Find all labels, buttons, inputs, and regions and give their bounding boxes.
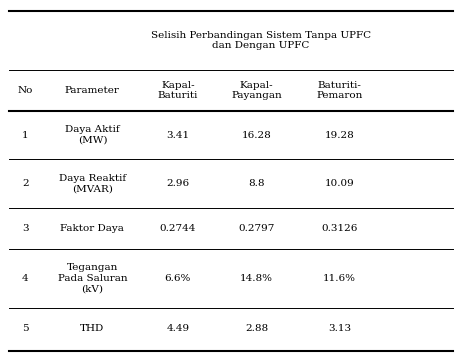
Text: 0.2797: 0.2797 <box>238 224 274 233</box>
Text: 0.2744: 0.2744 <box>160 224 196 233</box>
Text: Daya Aktif
(MW): Daya Aktif (MW) <box>65 125 120 145</box>
Text: 3.13: 3.13 <box>328 324 351 333</box>
Text: No: No <box>18 86 33 95</box>
Text: 1: 1 <box>22 131 29 140</box>
Text: 2.88: 2.88 <box>245 324 268 333</box>
Text: 3: 3 <box>22 224 29 233</box>
Text: 14.8%: 14.8% <box>240 274 273 283</box>
Text: 3.41: 3.41 <box>166 131 189 140</box>
Text: 11.6%: 11.6% <box>323 274 356 283</box>
Text: Selisih Perbandingan Sistem Tanpa UPFC
dan Dengan UPFC: Selisih Perbandingan Sistem Tanpa UPFC d… <box>151 30 371 50</box>
Text: 6.6%: 6.6% <box>164 274 191 283</box>
Text: Faktor Daya: Faktor Daya <box>61 224 124 233</box>
Text: 10.09: 10.09 <box>325 179 354 188</box>
Text: 8.8: 8.8 <box>248 179 265 188</box>
Text: Daya Reaktif
(MVAR): Daya Reaktif (MVAR) <box>59 174 126 193</box>
Text: 2.96: 2.96 <box>166 179 189 188</box>
Text: Kapal-
Baturiti: Kapal- Baturiti <box>158 81 198 100</box>
Text: THD: THD <box>80 324 104 333</box>
Text: Baturiti-
Pemaron: Baturiti- Pemaron <box>316 81 363 100</box>
Text: 4.49: 4.49 <box>166 324 189 333</box>
Text: 19.28: 19.28 <box>325 131 354 140</box>
Text: Parameter: Parameter <box>65 86 120 95</box>
Text: 2: 2 <box>22 179 29 188</box>
Text: 16.28: 16.28 <box>242 131 271 140</box>
Text: 4: 4 <box>22 274 29 283</box>
Text: 5: 5 <box>22 324 29 333</box>
Text: Tegangan
Pada Saluran
(kV): Tegangan Pada Saluran (kV) <box>58 263 127 293</box>
Text: 0.3126: 0.3126 <box>322 224 358 233</box>
Text: Kapal-
Payangan: Kapal- Payangan <box>231 81 282 100</box>
